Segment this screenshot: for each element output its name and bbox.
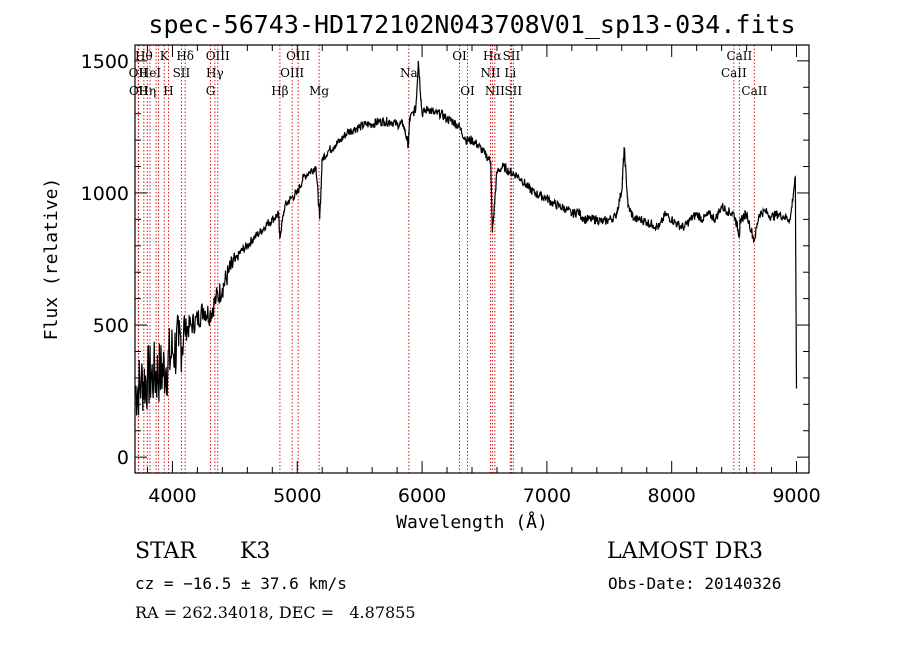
x-axis-label: Wavelength (Å) bbox=[396, 511, 548, 533]
y-tick-label-0: 0 bbox=[117, 447, 129, 469]
line-markers bbox=[137, 45, 755, 473]
line-marker-label-8: H bbox=[163, 84, 173, 98]
redshift-cz: cz = −16.5 ± 37.6 km/s bbox=[135, 574, 347, 593]
chart-title: spec-56743-HD172102N043708V01_sp13-034.f… bbox=[148, 10, 795, 39]
x-axis-ticks: 4000 5000 6000 7000 8000 9000 bbox=[146, 45, 821, 507]
line-marker-label-14: Hβ bbox=[271, 84, 288, 98]
line-marker-label-0: OII bbox=[129, 66, 149, 80]
line-marker-label-16: OIII bbox=[286, 49, 310, 63]
x-tick-label-2: 6000 bbox=[398, 485, 446, 507]
line-marker-label-11: G bbox=[206, 84, 216, 98]
line-marker-label-29: CaII bbox=[741, 84, 767, 98]
line-marker-label-22: Hα bbox=[483, 49, 502, 63]
line-marker-label-7: K bbox=[160, 49, 170, 63]
line-marker-label-24: Li bbox=[504, 66, 516, 80]
obs-date: Obs-Date: 20140326 bbox=[608, 574, 782, 593]
line-marker-label-17: Mg bbox=[309, 84, 329, 98]
subclass: K3 bbox=[240, 539, 271, 564]
ra-dec: RA = 262.34018, DEC = 4.87855 bbox=[135, 603, 416, 622]
line-marker-label-19: OI bbox=[452, 49, 467, 63]
line-marker-label-23: NII bbox=[485, 84, 505, 98]
y-axis-label: Flux (relative) bbox=[41, 178, 62, 341]
line-marker-label-20: OI bbox=[460, 84, 475, 98]
line-marker-labels: OIIOIIHθHηHeIKHSIIHδGHγOIIIHβOIIIOIIIMgN… bbox=[129, 49, 768, 98]
line-marker-label-10: Hδ bbox=[176, 49, 194, 63]
line-marker-label-26: SII bbox=[504, 84, 522, 98]
y-axis-ticks: 0 500 1000 1500 bbox=[81, 51, 809, 469]
line-marker-label-1: OII bbox=[129, 84, 149, 98]
x-tick-label-4: 8000 bbox=[648, 485, 696, 507]
line-marker-label-27: CaII bbox=[721, 66, 747, 80]
x-tick-label-3: 7000 bbox=[523, 485, 571, 507]
y-tick-label-2: 1000 bbox=[81, 183, 129, 205]
survey-name: LAMOST DR3 bbox=[607, 539, 763, 564]
line-marker-label-15: OIII bbox=[280, 66, 304, 80]
spectrum-series bbox=[134, 60, 798, 416]
line-marker-label-2: Hθ bbox=[135, 49, 153, 63]
object-class: STAR bbox=[135, 539, 196, 564]
spectrum-chart: spec-56743-HD172102N043708V01_sp13-034.f… bbox=[41, 10, 821, 533]
line-marker-label-18: Na bbox=[400, 66, 418, 80]
line-marker-label-25: SII bbox=[503, 49, 521, 63]
line-marker-label-21: NII bbox=[480, 66, 500, 80]
x-tick-label-5: 9000 bbox=[772, 485, 820, 507]
line-marker-label-9: SII bbox=[173, 66, 191, 80]
y-tick-label-1: 500 bbox=[93, 315, 129, 337]
y-tick-label-3: 1500 bbox=[81, 51, 129, 73]
line-marker-label-13: OIII bbox=[206, 49, 230, 63]
x-tick-label-1: 5000 bbox=[273, 485, 321, 507]
line-marker-label-12: Hγ bbox=[206, 66, 224, 80]
line-marker-label-4: HeI bbox=[139, 66, 162, 80]
x-tick-label-0: 4000 bbox=[148, 485, 196, 507]
line-marker-label-28: CaII bbox=[726, 49, 752, 63]
line-marker-label-3: Hη bbox=[138, 84, 156, 98]
